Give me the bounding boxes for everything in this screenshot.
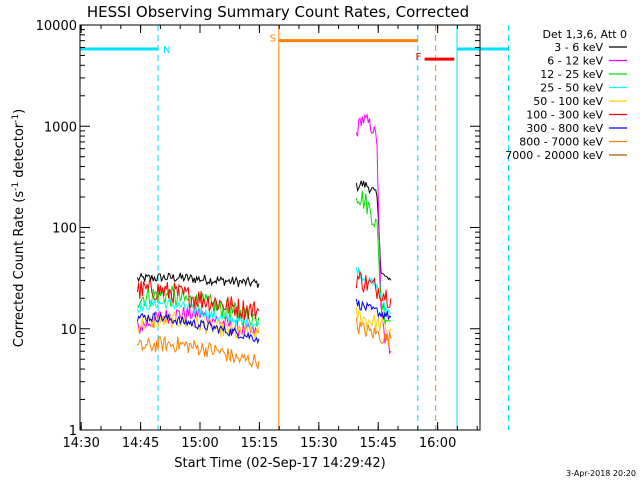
series-6-12-kev xyxy=(355,112,392,355)
flag-label: N xyxy=(163,45,170,56)
series-800-7000-kev xyxy=(136,335,260,370)
x-tick-label: 16:00 xyxy=(419,436,456,451)
legend-label: 6 - 12 keV xyxy=(547,55,603,68)
footer-date: 3-Apr-2018 20:20 xyxy=(566,469,636,478)
x-tick-label: 15:30 xyxy=(300,436,337,451)
x-tick-label: 15:00 xyxy=(181,436,218,451)
series-25-50-kev xyxy=(136,299,260,329)
y-tick-label: 100 xyxy=(52,222,77,237)
plot-frame xyxy=(79,24,481,431)
series-300-800-kev xyxy=(136,311,260,345)
series-3-6-kev xyxy=(136,272,260,288)
flag-layer: N S F xyxy=(79,25,510,430)
legend-label: 300 - 800 keV xyxy=(526,122,603,135)
y-axis: 1 10 100 1000 10000 xyxy=(36,19,480,439)
y-axis-label-sup1: -1 xyxy=(11,182,21,191)
y-tick-label: 1000 xyxy=(44,120,77,135)
x-tick-label: 15:45 xyxy=(359,436,396,451)
y-axis-label-mid: detector xyxy=(12,122,27,182)
legend-label: 800 - 7000 keV xyxy=(519,136,603,149)
series-50-100-kev xyxy=(136,311,260,340)
chart-title: HESSI Observing Summary Count Rates, Cor… xyxy=(87,3,469,21)
y-tick-label: 1 xyxy=(69,424,77,439)
series-3-6-kev xyxy=(355,180,392,281)
series-300-800-kev xyxy=(355,298,392,321)
series-100-300-kev xyxy=(136,278,260,320)
x-axis-label: Start Time (02-Sep-17 14:29:42) xyxy=(174,456,385,471)
legend-label: 12 - 25 keV xyxy=(540,68,603,81)
x-axis: 14:30 14:45 15:00 15:15 15:30 15:45 16:00 xyxy=(62,25,478,451)
legend-label: 3 - 6 keV xyxy=(554,41,603,54)
legend-label: 25 - 50 keV xyxy=(540,82,603,95)
legend-label: 7000 - 20000 keV xyxy=(505,149,603,162)
series-800-7000-kev xyxy=(355,317,392,347)
y-tick-label: 10 xyxy=(60,323,77,338)
series-100-300-kev xyxy=(355,270,392,309)
legend-header: Det 1,3,6, Att 0 xyxy=(543,28,627,41)
y-axis-label-end: ) xyxy=(12,109,27,114)
x-tick-label: 14:45 xyxy=(122,436,159,451)
flag-label: F xyxy=(416,52,422,63)
legend-label: 100 - 300 keV xyxy=(526,109,603,122)
series-50-100-kev xyxy=(355,307,392,333)
y-axis-label-sup2: -1 xyxy=(11,114,21,123)
series-layer xyxy=(136,112,392,370)
flag-label: S xyxy=(270,34,276,45)
x-tick-label: 15:15 xyxy=(241,436,278,451)
y-tick-label: 10000 xyxy=(36,19,77,34)
series-6-12-kev xyxy=(136,306,260,337)
y-axis-label-text: Corrected Count Rate (s xyxy=(12,191,27,348)
series-12-25-kev xyxy=(355,190,392,325)
x-tick-label: 14:30 xyxy=(62,436,99,451)
series-25-50-kev xyxy=(355,267,392,316)
y-axis-label: Corrected Count Rate (s-1 detector-1) xyxy=(11,109,27,347)
legend-label: 50 - 100 keV xyxy=(533,95,603,108)
